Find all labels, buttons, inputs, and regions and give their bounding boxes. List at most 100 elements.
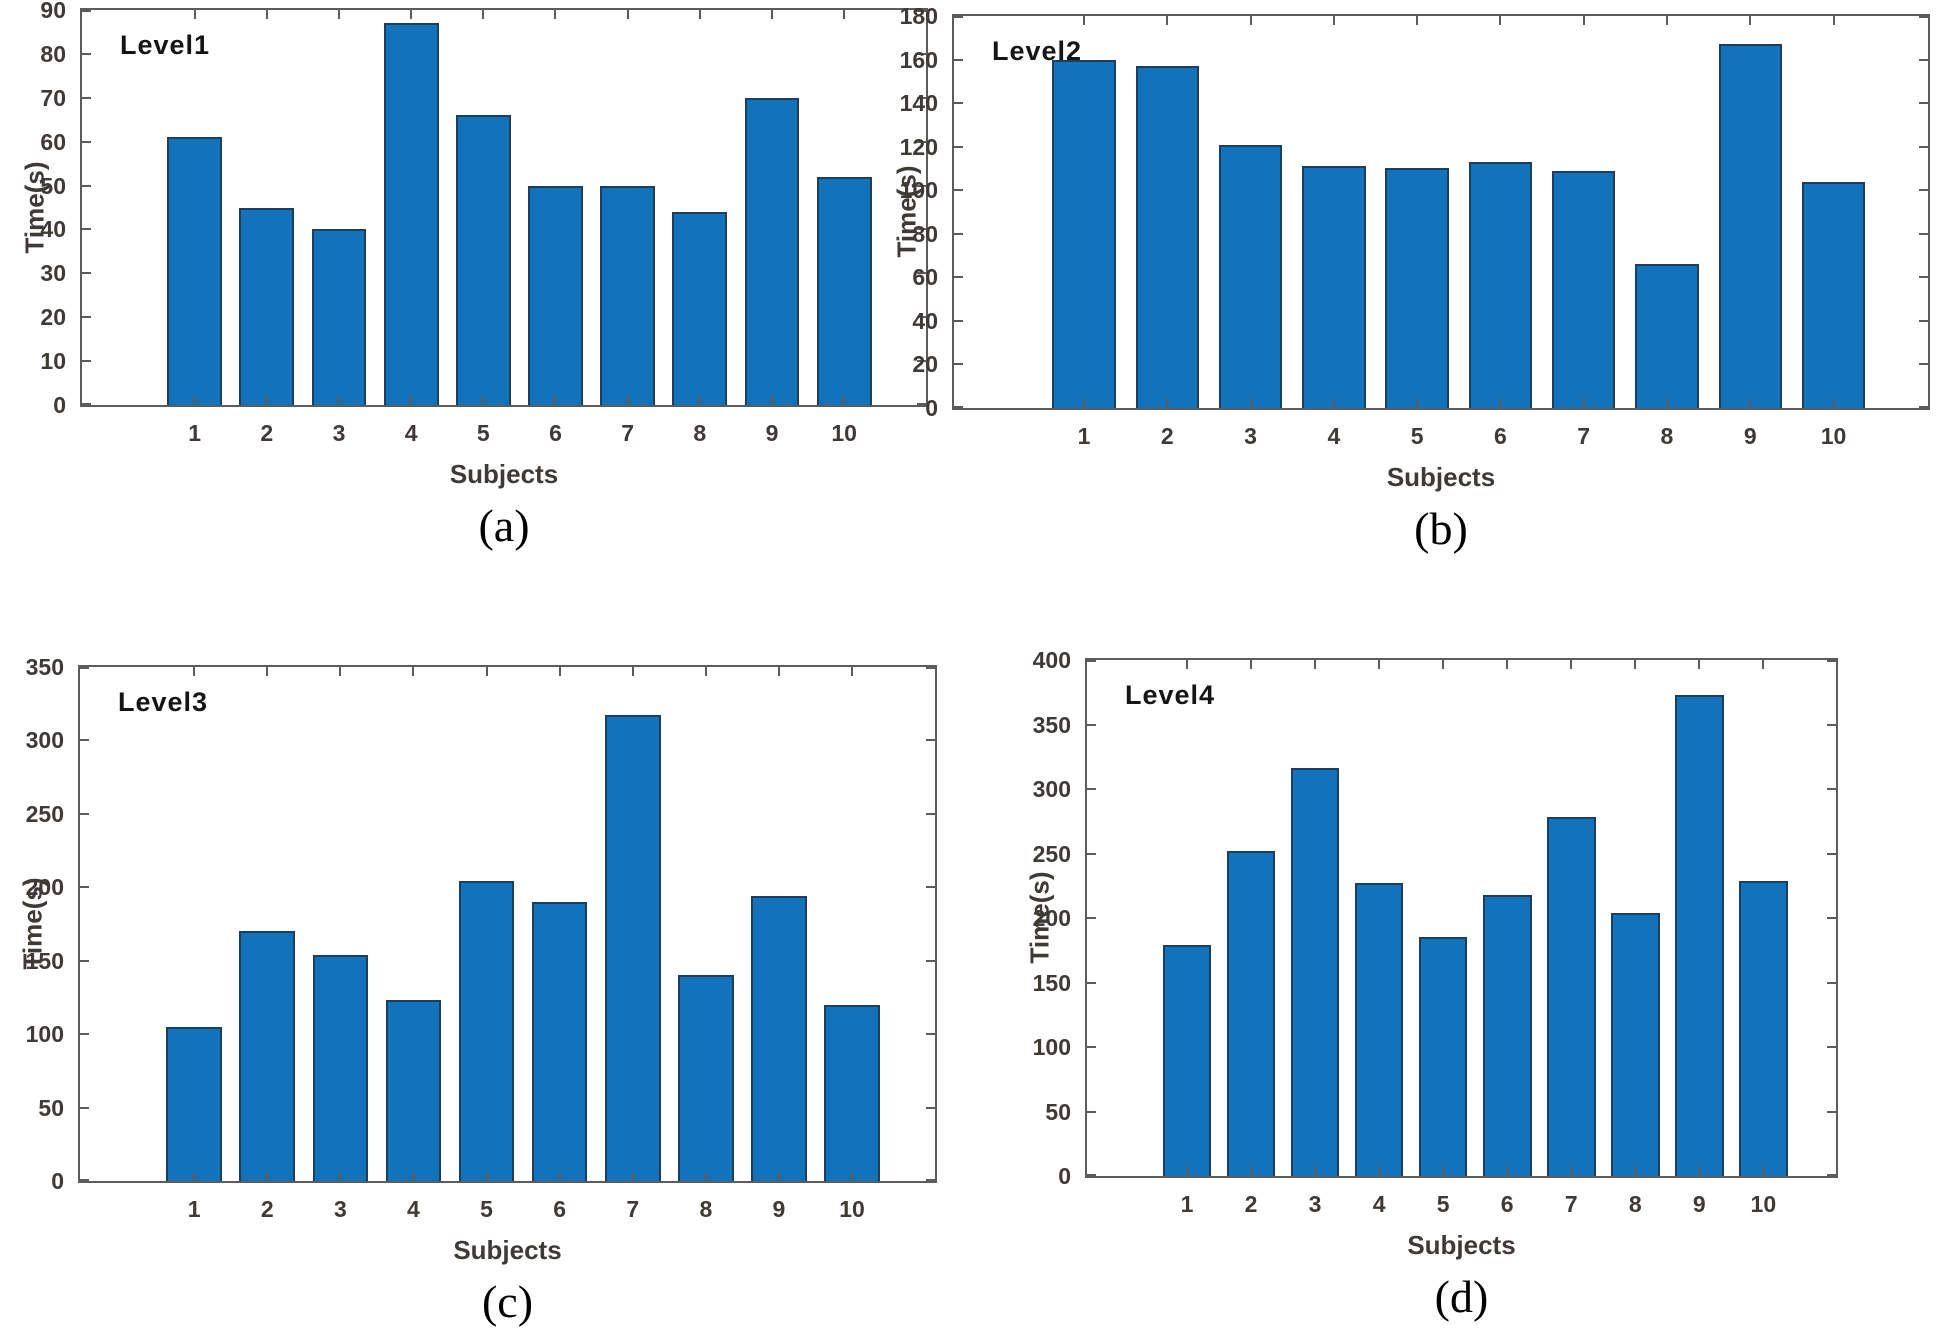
x-tick-label: 7 [1564,1191,1578,1217]
y-tick-mark [1087,1174,1096,1176]
y-tick-mark [954,16,963,18]
y-tick-mark [1087,1046,1096,1048]
x-tick-mark [698,10,701,19]
y-tick-mark [1919,232,1928,235]
y-tick-mark [1087,852,1096,855]
y-tick-mark [917,360,926,363]
y-tick-mark [1087,981,1096,984]
bar-subject-3 [311,229,367,405]
y-tick-mark [80,1106,89,1109]
bar-subject-3 [312,954,369,1181]
y-tick-mark [926,1106,935,1109]
bar-subject-8 [678,975,734,1181]
y-tick-label: 200 [1032,905,1071,931]
x-tick-mark [1762,1167,1765,1176]
x-tick-label: 1 [188,420,202,446]
x-tick-label: 8 [693,420,707,446]
y-tick-label: 0 [53,392,66,418]
y-tick-mark [1827,852,1836,855]
x-tick-mark [412,1172,415,1181]
y-tick-mark [1087,917,1096,919]
y-tick-label: 60 [912,264,938,291]
y-tick-mark [917,96,926,99]
y-tick-label: 20 [40,304,66,331]
y-tick-mark [917,228,926,231]
x-tick-mark [1250,660,1253,669]
y-tick-label: 90 [40,0,66,23]
x-tick-label: 8 [699,1196,713,1222]
bar-subject-1 [166,1026,222,1181]
plot-area-a: Level1 [80,8,928,407]
bar-subject-7 [1552,170,1616,408]
y-tick-mark [1919,58,1928,61]
y-tick-label: 20 [912,351,938,378]
x-tick-label: 7 [621,420,635,446]
x-tick-mark [1499,16,1502,25]
bar-subject-8 [672,211,728,405]
x-tick-mark [1083,16,1086,25]
x-tick-mark [266,667,269,676]
panel-title-a: Level1 [120,30,211,60]
y-tick-mark [1919,16,1928,18]
x-tick-mark [1332,16,1335,25]
y-tick-mark [926,739,935,742]
x-tick-label: 9 [1743,423,1757,449]
y-tick-label: 50 [1045,1098,1071,1125]
x-tick-label: 10 [1750,1191,1777,1217]
y-tick-mark [954,276,963,279]
y-tick-mark [1827,1174,1836,1176]
y-tick-mark [1087,788,1096,790]
x-tick-mark [1506,660,1509,669]
y-tick-label: 100 [899,177,938,204]
x-tick-label: 5 [1410,423,1424,449]
y-tick-label: 350 [1032,711,1071,738]
x-tick-mark [1378,1167,1381,1176]
panel-caption-b: (b) [1414,503,1468,554]
bar-subject-8 [1610,912,1660,1176]
bar-subject-5 [455,115,511,405]
bar-subject-4 [385,1000,442,1181]
x-tick-label: 2 [1160,423,1174,449]
y-tick-mark [80,1179,89,1181]
y-tick-mark [917,52,926,55]
panel-caption-a: (a) [478,500,530,551]
x-tick-label: 3 [333,1196,347,1222]
x-tick-mark [1698,660,1701,669]
y-tick-mark [926,812,935,815]
y-tick-mark [1919,102,1928,105]
y-tick-mark [954,102,963,105]
bar-subject-3 [1218,144,1283,408]
y-tick-mark [82,228,91,231]
y-tick-label: 50 [40,172,66,199]
x-tick-mark [1442,660,1445,669]
y-tick-mark [926,667,935,669]
y-tick-label: 350 [25,654,64,680]
x-tick-mark [1582,399,1585,408]
y-tick-label: 150 [1032,969,1071,996]
y-tick-mark [954,319,963,322]
y-tick-mark [80,886,89,889]
x-axis-label: Subjects [453,1235,562,1265]
chart-panel-c: Level3 0 50 100 150 200 250 300 350 1 2 3 4 5 6 7 8 9 10 Ti… [0,640,950,1328]
x-tick-mark [193,1172,196,1181]
bar-subject-3 [1290,768,1340,1176]
y-axis-label: Time(s) [1024,871,1055,964]
plot-area-c: Level3 [78,665,937,1183]
x-tick-mark [1442,1167,1445,1176]
y-tick-label: 0 [925,395,938,421]
bar-subject-10 [1801,181,1866,408]
x-tick-mark [265,396,268,405]
y-tick-label: 80 [40,40,66,67]
y-tick-label: 10 [40,348,66,375]
x-tick-label: 3 [1244,423,1257,449]
x-tick-mark [1083,399,1086,408]
x-tick-mark [1249,399,1252,408]
x-tick-mark [1749,399,1752,408]
x-tick-label: 9 [772,1196,786,1222]
bar-subject-7 [600,185,656,405]
bar-subject-9 [751,896,807,1181]
bar-subject-1 [167,137,223,405]
x-tick-mark [554,396,557,405]
x-tick-mark [482,396,485,405]
y-tick-mark [82,316,91,319]
